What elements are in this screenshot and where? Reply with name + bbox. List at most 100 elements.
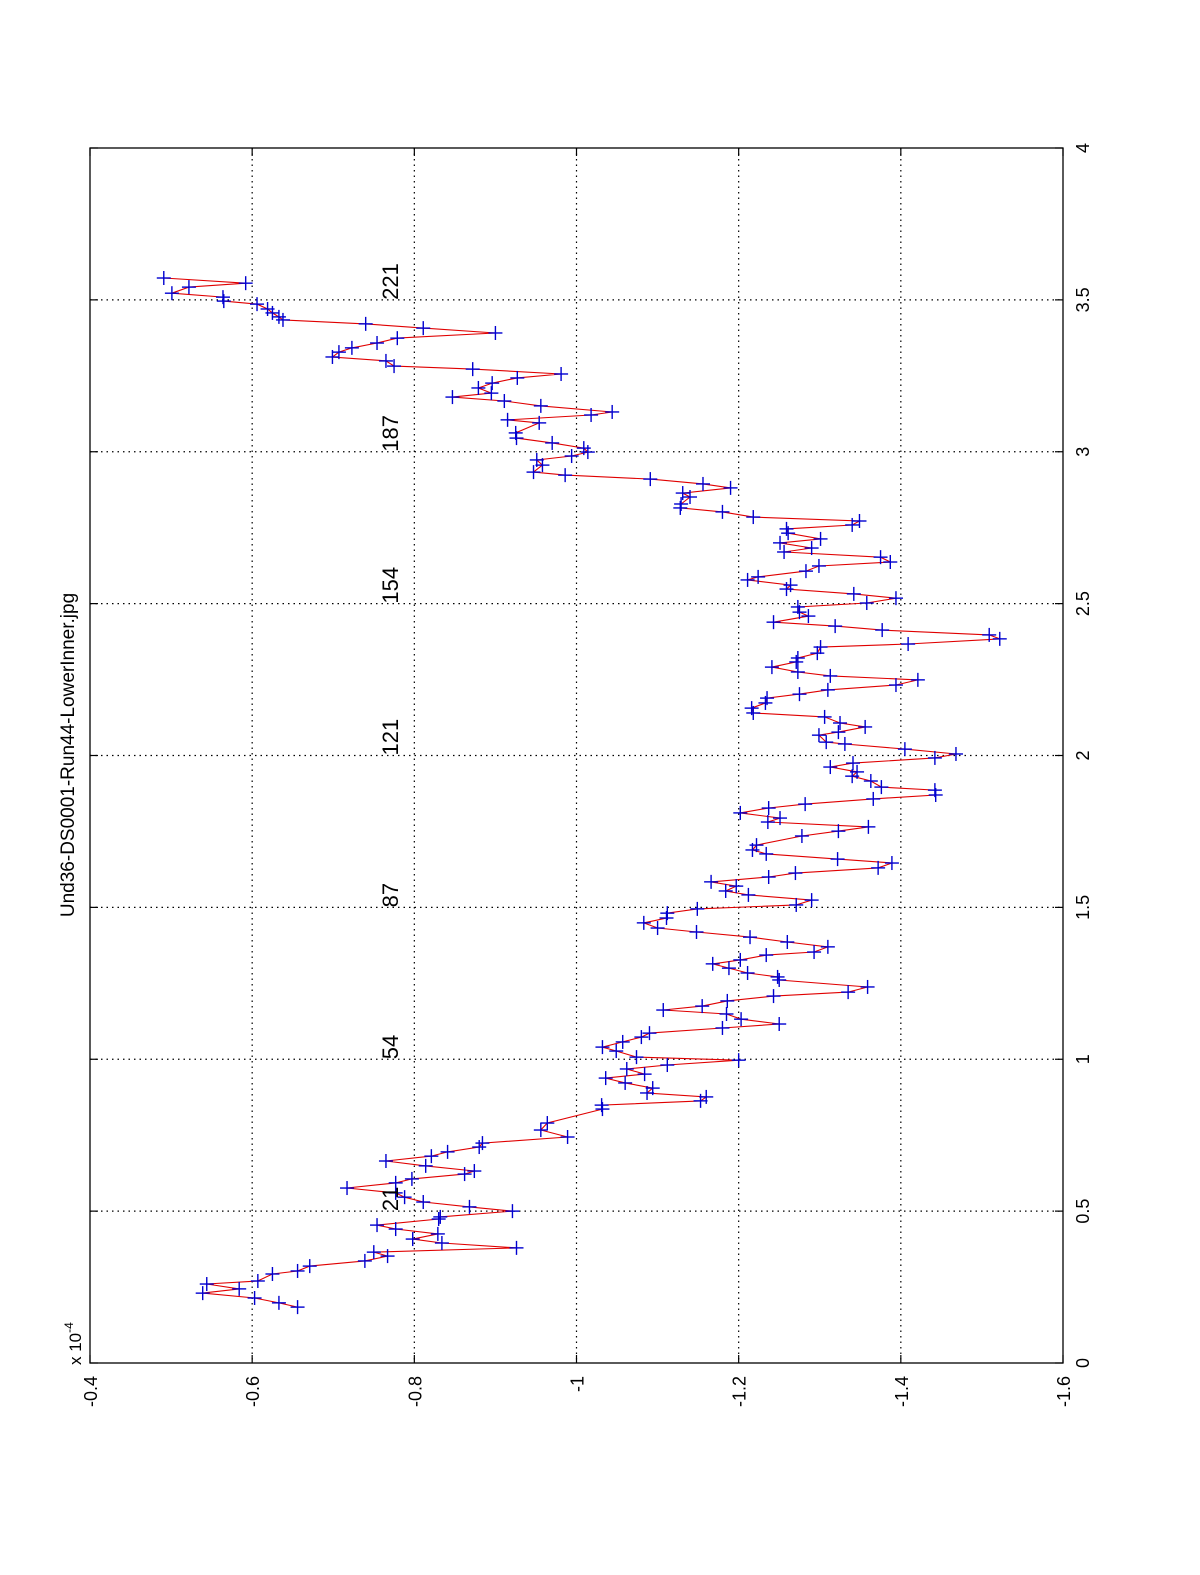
- data-point-marker: [773, 811, 788, 826]
- data-point-marker: [790, 650, 805, 665]
- data-point-marker: [418, 1158, 433, 1173]
- data-point-marker: [831, 725, 846, 740]
- data-point-marker: [798, 797, 813, 812]
- data-point-marker: [992, 631, 1007, 646]
- data-point-marker: [434, 1236, 449, 1251]
- data-point-marker: [595, 1040, 610, 1055]
- data-point-marker: [404, 1171, 419, 1186]
- data-point-marker: [690, 901, 705, 916]
- data-point-marker: [820, 939, 835, 954]
- data-point-marker: [729, 879, 744, 894]
- data-point-marker: [721, 961, 736, 976]
- data-point-marker: [901, 637, 916, 652]
- data-point-marker: [615, 1034, 630, 1049]
- data-point-marker: [558, 468, 573, 483]
- data-point-marker: [743, 930, 758, 945]
- data-point-marker: [467, 1164, 482, 1179]
- data-point-marker: [510, 370, 525, 385]
- data-point-marker: [156, 271, 171, 286]
- data-point-marker: [533, 1123, 548, 1138]
- data-point-marker: [927, 783, 942, 798]
- data-point-marker: [777, 544, 792, 559]
- data-point-marker: [390, 331, 405, 346]
- data-point-marker: [642, 1026, 657, 1041]
- x-tick-label: 4: [1073, 143, 1093, 153]
- data-point-marker: [813, 531, 828, 546]
- x-tick-label: 0.5: [1073, 1199, 1093, 1224]
- data-point-marker: [457, 1167, 472, 1182]
- data-point-marker: [693, 1093, 708, 1108]
- data-point-marker: [378, 1154, 393, 1169]
- data-point-marker: [833, 715, 848, 730]
- data-point-marker: [759, 948, 774, 963]
- data-point-marker: [497, 394, 512, 409]
- point-index-annotation: 121: [378, 719, 403, 756]
- data-point-marker: [387, 359, 402, 374]
- data-point-marker: [720, 993, 735, 1008]
- data-point-marker: [238, 276, 253, 291]
- point-index-annotation: 154: [378, 567, 403, 604]
- data-point-marker: [416, 321, 431, 336]
- exponent-power: -4: [62, 1322, 76, 1333]
- point-index-annotation: 187: [378, 415, 403, 452]
- data-point-marker: [820, 682, 835, 697]
- data-point-marker: [424, 1149, 439, 1164]
- data-point-marker: [250, 1273, 265, 1288]
- data-point-marker: [650, 921, 665, 936]
- data-point-marker: [271, 1295, 286, 1310]
- data-point-marker: [801, 609, 816, 624]
- y-tick-label: -0.6: [243, 1376, 263, 1407]
- data-point-marker: [811, 558, 826, 573]
- data-point-marker: [370, 336, 385, 351]
- data-point-marker: [560, 1130, 575, 1145]
- x-tick-label: 1.5: [1073, 895, 1093, 920]
- data-point-marker: [580, 445, 595, 460]
- data-point-marker: [789, 897, 804, 912]
- x-tick-label: 3: [1073, 447, 1093, 457]
- data-point-marker: [746, 510, 761, 525]
- data-point-marker: [874, 780, 889, 795]
- data-point-marker: [683, 490, 698, 505]
- data-point-marker: [761, 801, 776, 816]
- data-point-marker: [645, 1081, 660, 1096]
- data-point-marker: [416, 1195, 431, 1210]
- data-point-marker: [378, 353, 393, 368]
- data-point-marker: [749, 838, 764, 853]
- data-point-marker: [760, 691, 775, 706]
- data-point-marker: [564, 449, 579, 464]
- data-point-marker: [484, 386, 499, 401]
- data-point-marker: [719, 1006, 734, 1021]
- data-point-marker: [772, 972, 787, 987]
- y-tick-label: -0.4: [81, 1376, 101, 1407]
- data-point-marker: [540, 1116, 555, 1131]
- series-line: [163, 277, 1000, 1308]
- y-tick-label: -0.8: [405, 1376, 425, 1407]
- data-point-marker: [247, 1290, 262, 1305]
- data-point-marker: [823, 668, 838, 683]
- data-point-marker: [897, 742, 912, 757]
- y-tick-label: -1: [568, 1376, 588, 1392]
- data-point-marker: [545, 435, 560, 450]
- data-point-marker: [764, 660, 779, 675]
- x-tick-label: 3.5: [1073, 287, 1093, 312]
- data-point-marker: [766, 989, 781, 1004]
- data-point-marker: [629, 1050, 644, 1065]
- data-point-marker: [828, 619, 843, 634]
- data-point-marker: [715, 504, 730, 519]
- data-point-marker: [740, 965, 755, 980]
- data-point-marker: [370, 1218, 385, 1233]
- data-point-marker: [819, 735, 834, 750]
- data-point-marker: [532, 415, 547, 430]
- data-point-marker: [232, 1281, 247, 1296]
- data-point-marker: [576, 441, 591, 456]
- data-point-marker: [910, 672, 925, 687]
- data-point-marker: [594, 1098, 609, 1113]
- data-point-marker: [637, 1067, 652, 1082]
- data-point-marker: [475, 1136, 490, 1151]
- data-point-marker: [779, 521, 794, 536]
- data-point-marker: [462, 1199, 477, 1214]
- data-point-marker: [689, 924, 704, 939]
- data-point-marker: [780, 935, 795, 950]
- data-point-marker: [598, 1071, 613, 1086]
- exponent-base: x 10: [66, 1333, 85, 1365]
